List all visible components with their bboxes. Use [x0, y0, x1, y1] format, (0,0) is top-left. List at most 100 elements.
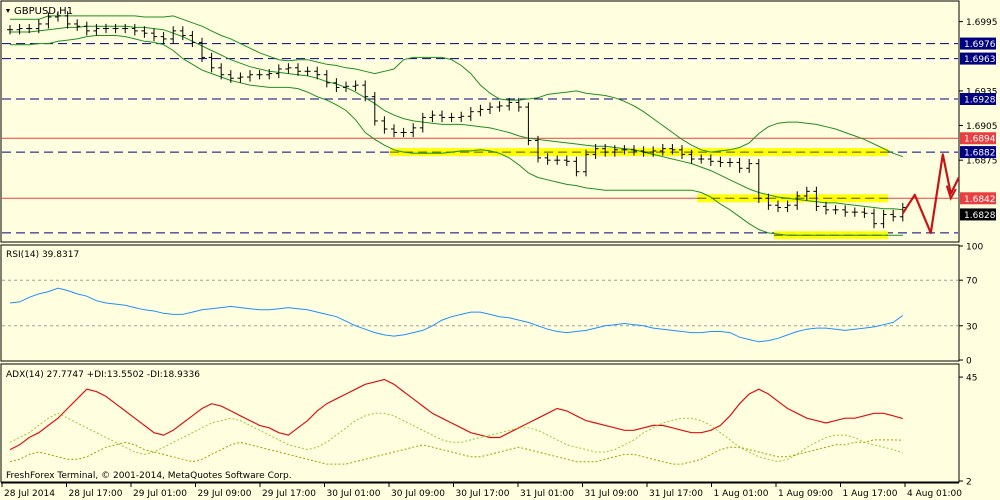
bollinger-middle-line: [10, 25, 903, 211]
price-bar: [410, 123, 417, 138]
bollinger-lower-line: [10, 35, 903, 236]
time-tick-label: 4 Aug 01:00: [907, 489, 962, 499]
price-panel-title: GBPUSD,H1: [14, 6, 73, 17]
price-bar: [515, 97, 522, 112]
price-label: 1.6894: [964, 135, 996, 145]
price-label-box: [960, 37, 996, 50]
rsi-panel-frame: [0, 244, 960, 362]
time-tick-label: 30 Jul 01:00: [327, 489, 381, 499]
price-bar: [237, 72, 244, 83]
time-tick-label: 30 Jul 17:00: [456, 489, 510, 499]
price-bar: [247, 70, 253, 82]
price-label-box: [960, 192, 996, 205]
price-bar: [861, 207, 868, 218]
price-bar: [707, 154, 714, 166]
price-bar: [477, 104, 484, 117]
price-bar: [506, 97, 513, 111]
price-label-box: [960, 132, 996, 145]
price-bar: [400, 127, 407, 138]
price-bar: [679, 145, 685, 160]
plusminus-DI-line: [9, 412, 903, 463]
price-bar: [151, 28, 157, 42]
price-bar: [602, 144, 609, 157]
adx-panel: ADX(14) 27.7747 +DI:13.5502 -DI:18.9336 …: [0, 363, 977, 488]
price-label-box: [960, 146, 996, 159]
price-bar: [439, 110, 445, 123]
price-levels: [2, 43, 958, 234]
price-bar: [650, 146, 657, 157]
price-bar: [266, 68, 273, 80]
price-bar: [227, 70, 234, 83]
time-axis: 28 Jul 2014 28 Jul 17:00 29 Jul 01:00 29 Ju…: [1, 482, 962, 499]
price-bar: [496, 101, 503, 112]
rsi-series: [9, 287, 904, 343]
price-label: 1.6882: [964, 149, 996, 159]
price-bar: [487, 102, 493, 114]
price-bar: [285, 63, 292, 74]
price-bar: [640, 146, 647, 157]
price-bar: [381, 116, 388, 134]
price-bar: [74, 19, 81, 31]
price-bar: [659, 144, 666, 156]
price-bar: [803, 186, 810, 201]
price-bar: [765, 193, 772, 210]
price-bar: [256, 70, 263, 80]
price-bar: [16, 23, 23, 35]
price-bar: [746, 159, 753, 173]
bollinger-upper-line: [10, 15, 903, 158]
adx-line: [9, 378, 903, 451]
price-bar: [698, 154, 705, 164]
price-bar: [160, 32, 167, 44]
price-bar: [563, 155, 570, 166]
price-bar: [170, 26, 177, 44]
price-bar: [55, 11, 61, 22]
price-bar: [851, 207, 858, 217]
rsi-tick-label: 0: [966, 357, 972, 367]
adx-series: [9, 378, 903, 465]
time-tick-label: 30 Jul 09:00: [391, 489, 445, 499]
collapse-triangle-icon: [6, 9, 10, 13]
time-tick-label: 29 Jul 01:00: [133, 489, 187, 499]
symbol-title: GBPUSD,H1: [6, 6, 73, 17]
rsi-axis: 100 70 30 0: [959, 243, 983, 367]
price-bar: [7, 25, 13, 35]
price-bar: [314, 66, 321, 80]
price-bar: [823, 201, 829, 215]
price-label: 1.6976: [964, 40, 996, 50]
price-bar: [890, 209, 897, 222]
price-bar: [83, 21, 90, 36]
rsi-tick-label: 70: [966, 277, 978, 287]
rsi-panel-title: RSI(14) 39.8317: [6, 250, 79, 260]
time-tick-label: 31 Jul 17:00: [649, 489, 703, 499]
price-bar: [122, 23, 129, 34]
price-bar: [199, 37, 205, 63]
forecast-annotation: [901, 153, 960, 234]
time-tick-label: 29 Jul 09:00: [198, 489, 252, 499]
price-bar: [592, 144, 599, 160]
time-tick-label: 1 Aug 17:00: [843, 489, 898, 499]
price-bar: [275, 64, 282, 79]
time-tick-label: 29 Jul 17:00: [262, 489, 316, 499]
price-series: [7, 11, 906, 236]
price-bar: [371, 92, 378, 126]
price-tick-label: 1.6995: [966, 18, 998, 28]
price-label: 1.6928: [964, 95, 996, 105]
price-bar: [333, 78, 340, 93]
price-panel: GBPUSD,H1 1.6995 1.6935 1.6905 1.6875 1.6976…: [0, 0, 998, 243]
price-bar: [544, 153, 551, 165]
price-bar: [554, 155, 561, 165]
price-bar: [295, 63, 301, 76]
price-bar: [45, 12, 52, 29]
price-bar: [131, 23, 138, 36]
price-label-box: [960, 208, 996, 221]
price-bar: [755, 159, 762, 203]
price-label-box: [960, 92, 996, 105]
time-tick-label: 31 Jul 09:00: [585, 489, 639, 499]
adx-tick-label: 45: [966, 374, 977, 384]
price-bar: [352, 80, 359, 91]
price-bar: [179, 26, 186, 41]
price-bar: [391, 124, 397, 138]
rsi-panel: RSI(14) 39.8317 100 70 30 0: [0, 243, 983, 367]
time-tick-label: 31 Jul 01:00: [520, 489, 574, 499]
